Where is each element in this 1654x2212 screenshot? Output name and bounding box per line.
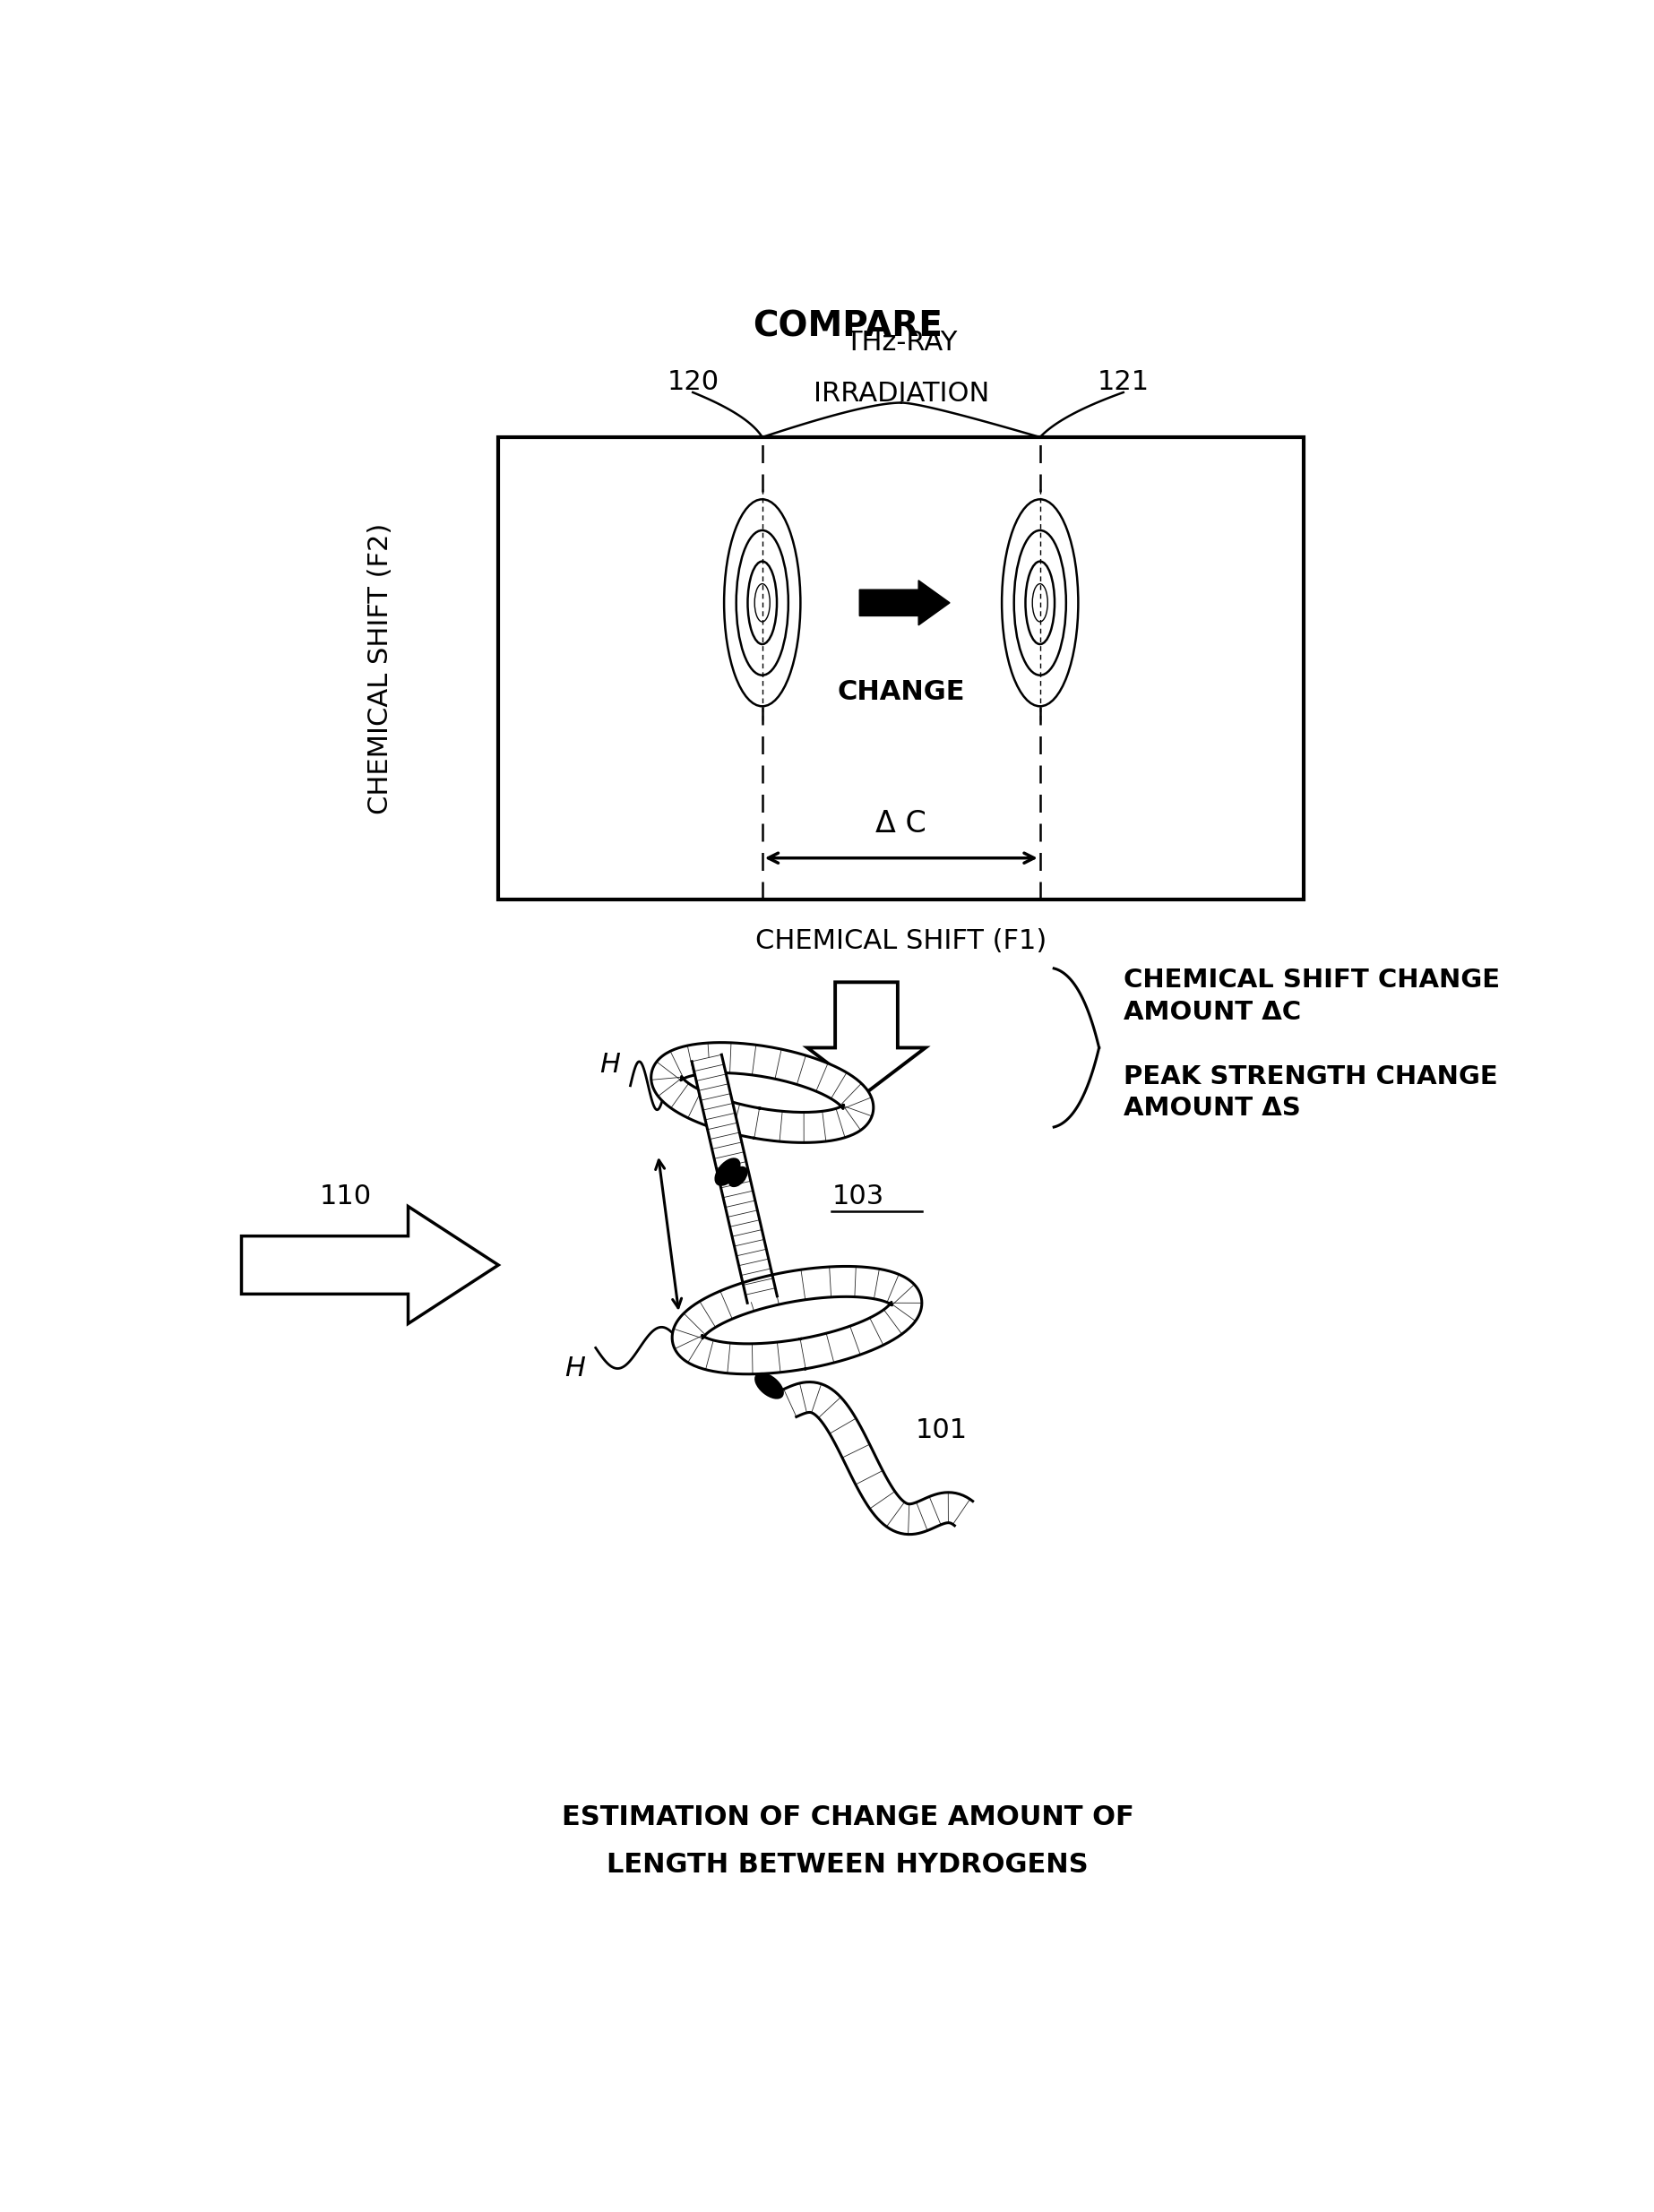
Polygon shape xyxy=(672,1265,921,1374)
Text: LENGTH BETWEEN HYDROGENS: LENGTH BETWEEN HYDROGENS xyxy=(607,1851,1088,1878)
Text: 103: 103 xyxy=(832,1183,883,1210)
FancyArrow shape xyxy=(860,580,949,626)
Text: COMPARE: COMPARE xyxy=(753,310,943,343)
Ellipse shape xyxy=(715,1157,741,1186)
Ellipse shape xyxy=(1014,531,1067,675)
Ellipse shape xyxy=(724,500,801,706)
Text: IRRADIATION: IRRADIATION xyxy=(814,380,989,407)
Ellipse shape xyxy=(754,584,769,622)
Bar xyxy=(498,438,1303,900)
Polygon shape xyxy=(241,1206,498,1323)
Polygon shape xyxy=(784,1382,973,1535)
Ellipse shape xyxy=(736,531,789,675)
Ellipse shape xyxy=(748,562,777,644)
Text: H: H xyxy=(599,1053,620,1077)
Ellipse shape xyxy=(1025,562,1055,644)
Text: THz-RAY: THz-RAY xyxy=(845,330,958,356)
Text: PEAK STRENGTH CHANGE
AMOUNT ΔS: PEAK STRENGTH CHANGE AMOUNT ΔS xyxy=(1123,1064,1497,1121)
Text: CHEMICAL SHIFT (F1): CHEMICAL SHIFT (F1) xyxy=(756,927,1047,953)
Text: Δ C: Δ C xyxy=(875,810,926,838)
Ellipse shape xyxy=(1032,584,1047,622)
Text: CHANGE: CHANGE xyxy=(837,679,964,706)
Polygon shape xyxy=(652,1042,873,1144)
Text: 110: 110 xyxy=(319,1183,372,1210)
Ellipse shape xyxy=(754,1371,784,1398)
Polygon shape xyxy=(807,982,926,1093)
Text: H: H xyxy=(564,1356,586,1382)
Text: ESTIMATION OF CHANGE AMOUNT OF: ESTIMATION OF CHANGE AMOUNT OF xyxy=(561,1805,1135,1829)
Text: 101: 101 xyxy=(915,1418,968,1444)
Text: 121: 121 xyxy=(1097,369,1150,396)
Polygon shape xyxy=(691,1055,777,1303)
Ellipse shape xyxy=(728,1166,748,1188)
Text: 120: 120 xyxy=(667,369,719,396)
Text: CHEMICAL SHIFT CHANGE
AMOUNT ΔC: CHEMICAL SHIFT CHANGE AMOUNT ΔC xyxy=(1123,967,1500,1024)
Text: CHEMICAL SHIFT (F2): CHEMICAL SHIFT (F2) xyxy=(367,522,394,814)
Ellipse shape xyxy=(1002,500,1078,706)
